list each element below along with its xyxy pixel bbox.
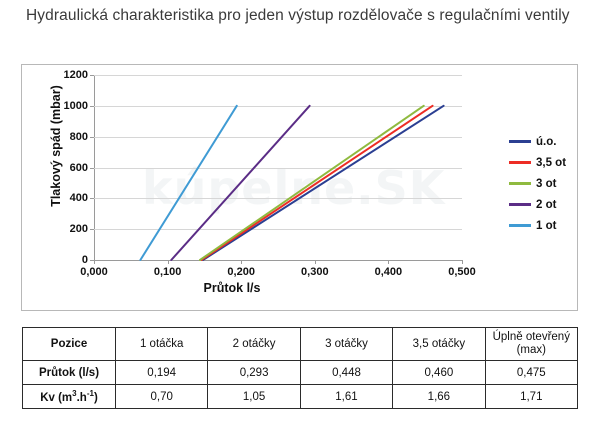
y-tick-label: 1200	[63, 69, 88, 81]
x-tick-mark	[388, 260, 390, 264]
table-cell: 0,293	[207, 360, 301, 385]
y-tick-mark	[90, 198, 94, 200]
table-cell: 0,70	[114, 384, 209, 409]
chart-legend: ú.o. 3,5 ot 3 ot 2 ot 1 ot	[509, 131, 579, 236]
legend-swatch	[509, 224, 531, 227]
table-cell: 0,448	[299, 360, 394, 385]
table-row-label: Kv (m3.h-1)	[22, 384, 116, 409]
x-tick-mark	[462, 260, 463, 264]
legend-item: 3,5 ot	[509, 152, 579, 173]
table-header-cell: 1 otáčka	[114, 327, 209, 361]
table-cell: 1,61	[299, 384, 394, 409]
x-tick-label: 0,300	[301, 266, 329, 278]
table-header-row: Pozice 1 otáčka 2 otáčky 3 otáčky 3,5 otáčky…	[22, 327, 579, 361]
series-lines	[139, 104, 445, 261]
legend-swatch	[509, 203, 531, 206]
series-line	[200, 104, 434, 261]
table-cell: 0,460	[392, 360, 486, 385]
x-tick-mark	[314, 260, 316, 264]
y-tick-mark	[90, 260, 94, 261]
x-tick-label: 0,000	[80, 266, 108, 278]
y-axis-title: Tlakový spád (mbar)	[49, 85, 63, 207]
table-header-cell: 3,5 otáčky	[392, 327, 486, 361]
table-header-cell: 3 otáčky	[299, 327, 394, 361]
y-tick-mark	[90, 105, 94, 107]
y-tick-label: 800	[69, 130, 88, 143]
legend-swatch	[509, 161, 531, 164]
table-cell: 0,475	[484, 360, 579, 385]
gridline	[94, 75, 462, 76]
gridline	[94, 198, 462, 200]
y-tick-mark	[90, 229, 94, 231]
table-cell: 1,05	[207, 384, 301, 409]
legend-label: 1 ot	[536, 219, 557, 232]
x-tick-label: 0,100	[153, 266, 182, 278]
x-axis-title: Průtok l/s	[203, 281, 261, 295]
gridline	[94, 136, 462, 138]
series-line	[198, 104, 425, 261]
gridline	[94, 260, 462, 261]
y-tick-mark	[90, 136, 94, 138]
gridline	[94, 105, 462, 107]
chart-inner: kúpelne.SK Tlakový spád (mbar) Průtok l/…	[22, 65, 577, 310]
table-cell: 0,194	[114, 360, 209, 385]
x-tick-label: 0,200	[227, 266, 255, 278]
y-tick-label: 400	[69, 192, 88, 205]
table-header-cell: Úplně otevřený (max)	[484, 327, 579, 361]
legend-label: 3 ot	[536, 177, 557, 190]
y-tick-label: 200	[69, 223, 88, 236]
table-row: Kv (m3.h-1) 0,70 1,05 1,61 1,66 1,71	[22, 384, 579, 409]
series-line	[201, 104, 445, 261]
page-title: Hydraulická charakteristika pro jeden vý…	[26, 7, 570, 24]
table-row: Průtok (l/s) 0,194 0,293 0,448 0,460 0,475	[22, 360, 579, 385]
table-header-cell: 2 otáčky	[207, 327, 301, 361]
legend-label: ú.o.	[536, 135, 557, 148]
table-cell: 1,71	[484, 384, 579, 409]
legend-swatch	[509, 182, 531, 185]
legend-label: 3,5 ot	[536, 156, 567, 169]
x-tick-label: 0,400	[374, 266, 403, 278]
legend-item: ú.o.	[509, 131, 579, 152]
x-tick-mark	[241, 260, 243, 264]
legend-item: 2 ot	[509, 194, 579, 215]
x-tick-mark	[94, 260, 95, 264]
chart-container: kúpelne.SK Tlakový spád (mbar) Průtok l/…	[21, 64, 578, 311]
table-row-label: Průtok (l/s)	[22, 360, 116, 385]
plot-area: 0 200 400 600 800 1000 1200 0,000 0,100 0,200 0,3…	[64, 69, 476, 278]
y-tick-label: 1000	[63, 99, 88, 112]
y-tick-label: 0	[81, 254, 88, 266]
x-tick-mark	[167, 260, 169, 264]
y-tick-mark	[90, 167, 94, 169]
gridline	[94, 229, 462, 231]
parameters-table: Pozice 1 otáčka 2 otáčky 3 otáčky 3,5 otáčky…	[22, 327, 579, 409]
y-tick-mark	[90, 75, 94, 76]
legend-label: 2 ot	[536, 198, 557, 211]
series-line	[170, 104, 311, 261]
gridline	[94, 167, 462, 169]
legend-item: 1 ot	[509, 215, 579, 236]
table-body: Pozice 1 otáčka 2 otáčky 3 otáčky 3,5 otáčky…	[22, 327, 579, 409]
table-cell: 1,66	[392, 384, 486, 409]
y-tick-label: 600	[69, 161, 88, 174]
legend-item: 3 ot	[509, 173, 579, 194]
x-tick-label: 0,500	[448, 266, 476, 278]
table-header-corner: Pozice	[22, 327, 116, 361]
series-line	[139, 104, 238, 261]
legend-swatch	[509, 140, 531, 143]
